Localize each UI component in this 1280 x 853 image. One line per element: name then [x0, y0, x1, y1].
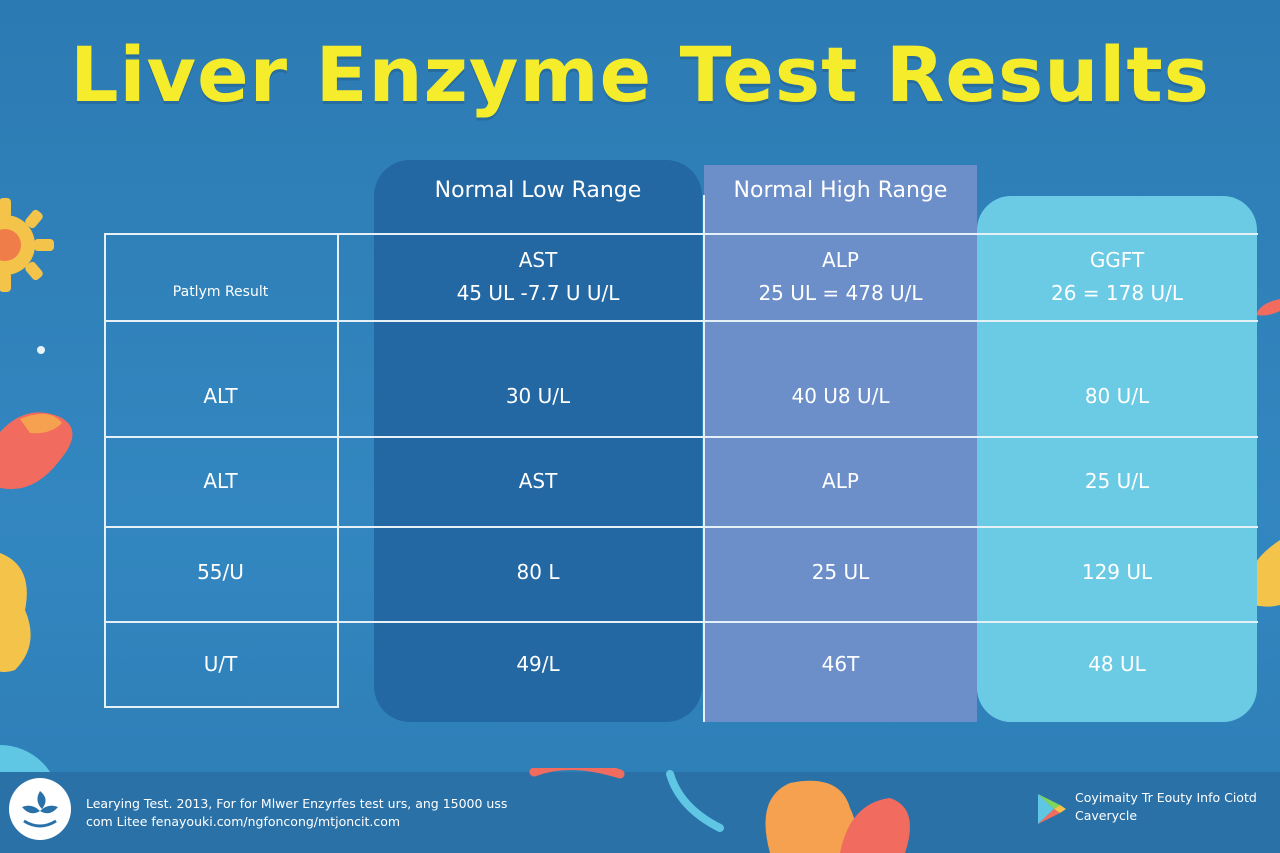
blob-decoration-icon: [0, 412, 73, 490]
ggt-value: 129 UL: [1081, 560, 1153, 584]
ggt-value: 80 U/L: [1084, 384, 1150, 408]
low-value: 80 L: [516, 560, 560, 584]
low-enzyme-range: 45 UL -7.7 U U/L: [456, 281, 620, 305]
grid-line: [104, 621, 1258, 623]
normal-low-range-header: Normal Low Range: [434, 178, 642, 203]
high-enzyme-range: 25 UL = 478 U/L: [758, 281, 923, 305]
normal-high-range-header: Normal High Range: [733, 178, 948, 203]
grid-line: [337, 233, 339, 708]
play-store-icon[interactable]: [1036, 792, 1068, 826]
leaf-logo-icon: [9, 778, 71, 840]
normal-low-range-column: [374, 160, 702, 722]
low-value: 49/L: [516, 652, 560, 676]
row-label: ALT: [203, 384, 238, 408]
grid-line: [104, 320, 1258, 322]
yellow-blob-decoration-icon: [0, 553, 31, 672]
grid-line: [104, 526, 1258, 528]
grid-line: [104, 436, 1258, 438]
coral-shape-decoration-icon: [1256, 299, 1280, 316]
ggt-enzyme-range: 26 = 178 U/L: [1051, 281, 1183, 305]
row-label: 55/U: [197, 560, 244, 584]
footer-left-line2: com Litee fenayouki.com/ngfoncong/mtjonc…: [86, 814, 401, 829]
grid-line: [104, 706, 339, 708]
high-value: 46T: [821, 652, 860, 676]
sun-decoration-icon: [0, 198, 54, 292]
grid-line: [703, 195, 705, 722]
ggt-value: 48 UL: [1088, 652, 1146, 676]
footer-right-line1: Coyimaity Tr Eouty Info Ciotd: [1075, 790, 1257, 805]
high-value: ALP: [822, 469, 859, 493]
low-value: 30 U/L: [505, 384, 571, 408]
ggt-column: [977, 196, 1257, 722]
low-enzyme-name: AST: [518, 248, 558, 272]
grid-line: [104, 233, 106, 708]
high-value: 40 U8 U/L: [791, 384, 890, 408]
row-header-label: Patlym Result: [172, 284, 269, 300]
ggt-enzyme-name: GGFT: [1089, 248, 1145, 272]
high-enzyme-name: ALP: [822, 248, 859, 272]
bottom-shapes-decoration-icon: [529, 768, 910, 853]
dot-decoration: [37, 346, 45, 354]
normal-high-range-column: [704, 165, 977, 722]
footer-right-line2: Caverycle: [1075, 808, 1138, 823]
low-value: AST: [518, 469, 558, 493]
row-label: ALT: [203, 469, 238, 493]
row-label: U/T: [203, 652, 238, 676]
page-title: Liver Enzyme Test Results: [70, 30, 1210, 119]
grid-line: [104, 233, 1258, 235]
footer: [0, 772, 1280, 853]
high-value: 25 UL: [811, 560, 870, 584]
footer-left-line1: Learying Test. 2013, For for Mlwer Enzyr…: [86, 796, 508, 811]
ggt-value: 25 U/L: [1084, 469, 1150, 493]
